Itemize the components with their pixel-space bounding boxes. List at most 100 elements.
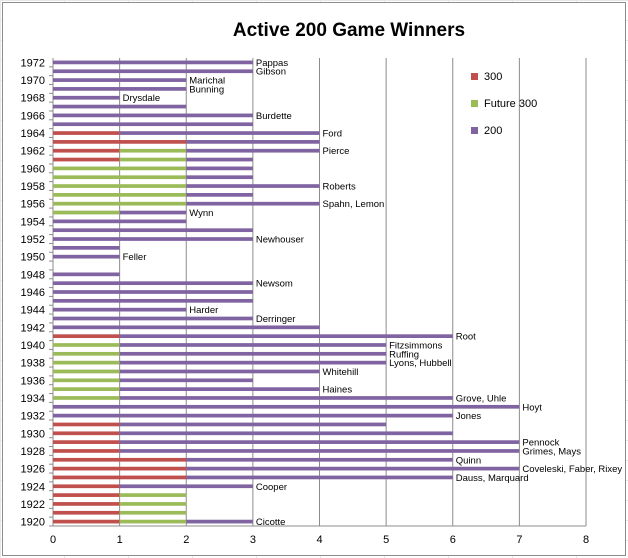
y-tick-label: 1944	[21, 305, 45, 317]
bar-1953-v200	[53, 228, 253, 233]
bar-1924-v200	[119, 484, 253, 489]
bar-1931-v300	[53, 422, 120, 427]
bar-1947-v200	[53, 281, 253, 286]
data-label-1928: Grimes, Mays	[522, 446, 581, 457]
data-label-1944: Harder	[189, 305, 218, 316]
data-label-1927: Quinn	[456, 455, 481, 466]
bar-1937-future300	[53, 369, 120, 374]
bar-1971-v200	[53, 69, 253, 74]
data-label-1932: Jones	[456, 411, 482, 422]
bar-1959-v200	[186, 175, 253, 180]
bar-1945-v200	[53, 298, 253, 303]
data-label-1962: Pierce	[323, 146, 350, 157]
bar-1954-v200	[53, 219, 187, 224]
y-tick-label: 1946	[21, 287, 45, 299]
x-tick-label: 6	[450, 534, 456, 546]
bar-1937-v200	[119, 369, 320, 374]
bar-1924-v300	[53, 484, 120, 489]
bar-1968-v200	[53, 95, 120, 100]
bar-1938-future300	[53, 360, 120, 365]
x-tick-label: 7	[516, 534, 522, 546]
data-label-1964: Ford	[323, 129, 343, 140]
chart-canvas: Active 200 Game Winners 0 1 2 3 4 5 6 7 8 Cicotte C…	[21, 20, 623, 546]
bar-1952-v200	[53, 237, 253, 241]
data-label-1950: Feller	[123, 252, 147, 263]
bar-1927-v300	[53, 457, 187, 462]
bar-1961-v300	[53, 157, 120, 162]
y-tick-label: 1968	[21, 93, 45, 105]
x-tick-label: 1	[117, 534, 123, 546]
bar-1934-future300	[53, 396, 120, 400]
data-label-1966: Burdette	[256, 111, 292, 122]
data-label-1925: Dauss, Marquard	[456, 473, 529, 484]
y-tick-label: 1930	[21, 428, 45, 440]
bar-1964-v300	[53, 131, 120, 135]
bar-1929-v300	[53, 440, 120, 444]
y-tick-label: 1928	[21, 446, 45, 458]
data-label-1956: Spahn, Lemon	[323, 199, 385, 210]
y-tick-label: 1920	[21, 517, 45, 529]
y-tick-label: 1938	[21, 358, 45, 370]
data-label-1938: Lyons, Hubbell	[389, 358, 452, 369]
y-tick-label: 1950	[21, 252, 45, 264]
bar-1961-future300	[119, 157, 187, 162]
data-label-1935: Haines	[323, 385, 353, 396]
y-tick-label: 1952	[21, 234, 45, 246]
bar-1965-v200	[53, 122, 253, 127]
bar-1972-v200	[53, 60, 253, 65]
legend-label-1: Future 300	[484, 98, 537, 110]
bar-1926-v200	[186, 466, 520, 471]
bar-1939-v200	[119, 351, 387, 356]
data-label-1972: Pappas	[256, 58, 288, 69]
bar-1930-v300	[53, 431, 120, 436]
y-tick-label: 1934	[21, 393, 45, 405]
bar-1941-v200	[119, 334, 453, 339]
bar-1932-v200	[53, 413, 453, 418]
x-tick-label: 0	[50, 534, 56, 546]
bar-1961-v200	[186, 157, 253, 162]
data-label-1958: Roberts	[323, 182, 357, 193]
data-label-1941: Root	[456, 332, 476, 343]
y-tick-label: 1966	[21, 110, 45, 122]
bar-1920-v200	[186, 519, 253, 524]
y-tick-label: 1948	[21, 269, 45, 281]
data-label-1968: Drysdale	[123, 93, 161, 104]
data-label-1939: Ruffing	[389, 349, 419, 360]
bar-1935-v200	[119, 387, 320, 391]
legend-swatch-0	[471, 73, 478, 80]
y-tick-label: 1940	[21, 340, 45, 352]
bar-1970-v200	[53, 78, 187, 82]
bar-1957-future300	[53, 193, 187, 197]
y-tick-label: 1954	[21, 216, 45, 228]
bar-1955-future300	[53, 210, 120, 215]
legend-swatch-1	[471, 100, 478, 107]
bar-1931-v200	[119, 422, 387, 427]
bar-1958-future300	[53, 184, 187, 188]
legend-label-0: 300	[484, 71, 502, 83]
bar-1928-v200	[119, 449, 520, 453]
bar-1929-v200	[119, 440, 520, 444]
bar-1934-v200	[119, 396, 453, 400]
y-tick-label: 1926	[21, 464, 45, 476]
y-tick-label: 1956	[21, 199, 45, 211]
data-label-1937: Whitehill	[323, 367, 359, 378]
bar-1962-v300	[53, 148, 120, 153]
bar-1948-v200	[53, 272, 120, 277]
bar-1928-v300	[53, 449, 120, 453]
bar-1955-v200	[119, 210, 187, 215]
y-tick-label: 1964	[21, 128, 45, 140]
bar-1920-future300	[119, 519, 187, 524]
y-tick-label: 1960	[21, 163, 45, 175]
bar-1960-future300	[53, 166, 187, 171]
chart-title: Active 200 Game Winners	[233, 20, 465, 41]
bar-1925-v200	[186, 475, 453, 480]
data-label-1971: Gibson	[256, 67, 286, 78]
bar-1960-v200	[186, 166, 253, 171]
y-tick-label: 1942	[21, 322, 45, 334]
bar-1938-v200	[119, 360, 387, 365]
bar-1951-v200	[53, 245, 120, 250]
x-tick-label: 2	[183, 534, 189, 546]
bar-1936-future300	[53, 378, 120, 383]
y-tick-label: 1972	[21, 57, 45, 69]
